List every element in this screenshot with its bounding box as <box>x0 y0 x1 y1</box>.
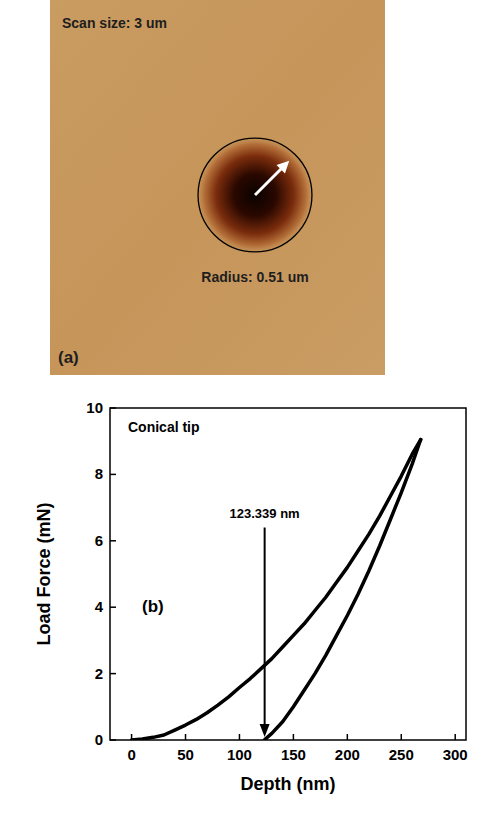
y-tick <box>110 540 116 542</box>
y-tick-label: 8 <box>95 465 103 482</box>
x-tick <box>454 734 456 740</box>
panel-label: (a) <box>58 348 79 367</box>
y-tick-label: 0 <box>95 731 103 748</box>
x-tick-label: 300 <box>443 746 468 763</box>
panel-label: (b) <box>142 597 164 616</box>
scan-size-label: Scan size: 3 um <box>62 15 167 31</box>
radius-arrow <box>255 165 285 195</box>
radius-arrowhead <box>277 161 290 174</box>
x-tick-label: 50 <box>177 746 194 763</box>
x-tick-label: 200 <box>335 746 360 763</box>
y-tick <box>110 474 116 476</box>
y-tick-label: 4 <box>95 598 104 615</box>
data-line <box>264 440 420 740</box>
annotation-arrowhead <box>260 724 270 737</box>
afm-image <box>50 0 385 375</box>
y-axis-title: Load Force (mN) <box>34 502 54 645</box>
x-tick <box>401 734 403 740</box>
indent-spot <box>195 135 315 255</box>
x-tick <box>239 734 241 740</box>
y-tick <box>110 606 116 608</box>
page: Scan size: 3 umRadius: 0.51 um(a)0501001… <box>0 0 477 813</box>
y-tick-label: 10 <box>86 399 103 416</box>
data-line <box>132 440 421 740</box>
x-tick-label: 150 <box>281 746 306 763</box>
annotation-arrow <box>264 528 266 725</box>
x-tick-label: 0 <box>127 746 135 763</box>
radius-circle <box>198 138 312 252</box>
y-tick <box>110 673 116 675</box>
y-tick-label: 2 <box>95 665 103 682</box>
x-tick <box>293 734 295 740</box>
y-tick-label: 6 <box>95 532 103 549</box>
x-tick-label: 100 <box>227 746 252 763</box>
annotation: 123.339 nm <box>230 506 300 521</box>
radius-label: Radius: 0.51 um <box>201 269 308 285</box>
series-group <box>132 440 421 740</box>
x-tick <box>185 734 187 740</box>
x-tick <box>347 734 349 740</box>
x-axis-title: Depth (nm) <box>241 774 336 794</box>
x-tick-label: 250 <box>389 746 414 763</box>
plot-frame <box>110 408 466 740</box>
annotation: Conical tip <box>128 419 200 435</box>
